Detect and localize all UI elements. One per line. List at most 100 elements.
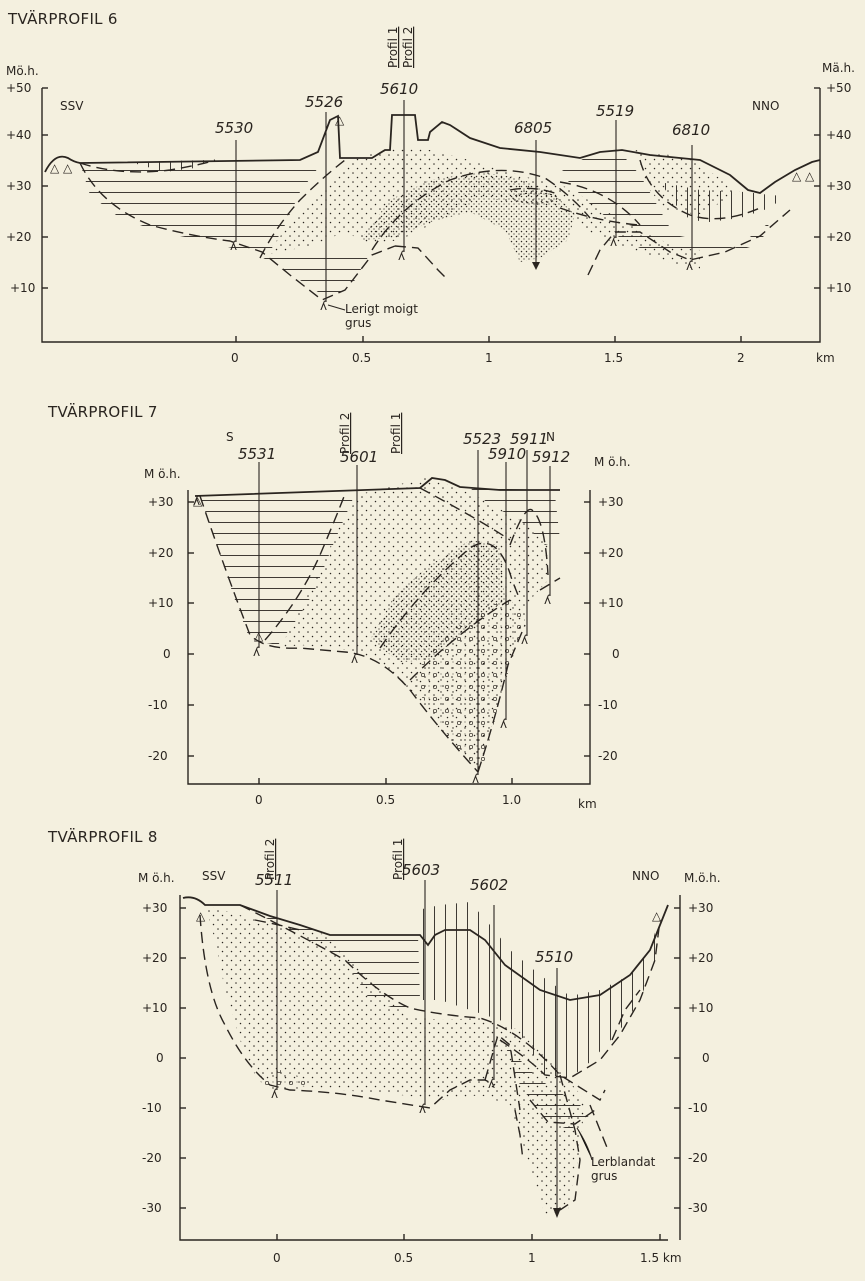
layer-contact xyxy=(587,209,791,276)
boreholes: ʎ ʎ ʎ ʎ ʎ ʎ ʎ 5531 5601 5523 5910 5911 5… xyxy=(193,430,570,786)
bedrock-contact xyxy=(611,989,641,1041)
y-tick: -20 xyxy=(142,1151,162,1165)
x-unit: km xyxy=(578,797,597,811)
svg-text:ʎ: ʎ xyxy=(686,259,693,273)
axis-unit: M ö.h. xyxy=(144,467,181,481)
sand-layer xyxy=(205,905,585,1215)
y-tick: -30 xyxy=(688,1201,708,1215)
y-tick: -20 xyxy=(688,1151,708,1165)
layer-contact xyxy=(559,207,641,226)
svg-text:ʎ: ʎ xyxy=(398,249,405,263)
y-tick: +30 xyxy=(6,179,31,193)
y-tick: +50 xyxy=(6,81,31,95)
y-tick: +30 xyxy=(826,179,851,193)
y-tick: +20 xyxy=(6,230,31,244)
y-tick: +10 xyxy=(598,596,623,610)
clay-layer xyxy=(200,494,355,645)
svg-text:ʎ: ʎ xyxy=(521,633,528,647)
layer-contact xyxy=(484,1033,521,1111)
layer-contact xyxy=(559,1074,581,1211)
y-tick: 0 xyxy=(612,647,620,661)
bedrock-contact xyxy=(589,1104,609,1151)
clay-layer xyxy=(80,160,318,255)
clay-layer xyxy=(470,488,560,545)
clay-layer xyxy=(240,905,420,1010)
y-tick: -20 xyxy=(598,749,618,763)
svg-text:ʎ: ʎ xyxy=(253,645,260,659)
svg-text:ʎ: ʎ xyxy=(488,1077,495,1091)
triangle-glyph: △ xyxy=(335,113,345,127)
y-tick: -30 xyxy=(142,1201,162,1215)
svg-text:ʎ: ʎ xyxy=(351,652,358,666)
sand-layer xyxy=(265,148,700,270)
y-tick: 0 xyxy=(163,647,171,661)
layer-contact xyxy=(509,187,561,196)
silt-layer xyxy=(130,160,210,172)
svg-text:ʎ: ʎ xyxy=(419,1102,426,1116)
y-tick: +10 xyxy=(10,281,35,295)
svg-text:ʎ: ʎ xyxy=(320,299,327,313)
svg-text:ʎ: ʎ xyxy=(271,1087,278,1101)
annotation: grus xyxy=(591,1169,617,1183)
layer-contact xyxy=(419,487,511,541)
x-tick: 1 xyxy=(528,1251,536,1265)
layer-contact xyxy=(379,542,521,649)
bedrock-contact xyxy=(394,245,449,281)
x-tick: 0.5 xyxy=(376,793,395,807)
y-tick: +30 xyxy=(598,495,623,509)
svg-text:ʎ: ʎ xyxy=(500,717,507,731)
bedrock-contact xyxy=(79,162,396,301)
bedrock-contact xyxy=(477,624,526,773)
layer-contact xyxy=(239,904,606,1102)
profile-8: TVÄRPROFIL 8 △ △ ʎ ʎ xyxy=(47,827,721,1265)
x-tick: 0.5 xyxy=(352,351,371,365)
borehole-label: 5519 xyxy=(596,102,634,120)
y-tick: -10 xyxy=(688,1101,708,1115)
direction-label: SSV xyxy=(202,869,226,883)
y-tick: +20 xyxy=(688,951,713,965)
y-tick: +30 xyxy=(142,901,167,915)
triangle-glyph: ʎ xyxy=(193,494,200,508)
boundary-lines: △ △ xyxy=(193,477,561,773)
profile-7: TVÄRPROFIL 7 △ △ ʎ ʎ ʎ xyxy=(47,402,631,811)
svg-text:ʎ: ʎ xyxy=(230,239,237,253)
y-tick: +20 xyxy=(826,230,851,244)
ground-surface xyxy=(182,896,669,1001)
profile-ref: Profil 2 xyxy=(338,413,352,454)
borehole-label: 5523 xyxy=(463,430,501,448)
profile-ref: Profil 1 xyxy=(386,27,400,68)
svg-text:ʎ: ʎ xyxy=(610,235,617,249)
annotation: Lerblandat xyxy=(591,1155,656,1169)
lens-outline xyxy=(512,192,558,204)
y-tick: 0 xyxy=(156,1051,164,1065)
y-tick: +30 xyxy=(148,495,173,509)
layer-contact xyxy=(529,1099,596,1125)
layer-contact xyxy=(559,181,641,226)
y-tick: +10 xyxy=(826,281,851,295)
y-tick: +50 xyxy=(826,81,851,95)
annotation: Lerigt moigt xyxy=(345,302,418,316)
axis-unit: M.ö.h. xyxy=(684,871,721,885)
borehole-label: 5530 xyxy=(215,119,253,137)
profile-title: TVÄRPROFIL 7 xyxy=(47,402,158,421)
direction-label: SSV xyxy=(60,99,84,113)
profile-ref: Profil 2 xyxy=(401,27,415,68)
layer-contact xyxy=(639,159,761,220)
x-tick: 1.5 xyxy=(604,351,623,365)
svg-text:ʎ: ʎ xyxy=(544,593,551,607)
borehole-label: 5602 xyxy=(470,876,508,894)
x-tick: 1.0 xyxy=(502,793,521,807)
borehole-label: 5511 xyxy=(255,871,293,889)
x-tick: 0.5 xyxy=(394,1251,413,1265)
annotation: grus xyxy=(345,316,371,330)
clay-layer xyxy=(560,152,670,228)
axis-unit: M ö.h. xyxy=(594,455,631,469)
silt-layer xyxy=(660,182,785,222)
borehole-label: 6805 xyxy=(514,119,552,137)
y-tick: +40 xyxy=(6,128,31,142)
profile-title: TVÄRPROFIL 8 xyxy=(47,827,158,846)
axis-unit: Mä.h. xyxy=(822,61,855,75)
y-tick: +10 xyxy=(688,1001,713,1015)
gravel-layer xyxy=(410,598,525,770)
borehole-label: 5526 xyxy=(305,93,343,111)
